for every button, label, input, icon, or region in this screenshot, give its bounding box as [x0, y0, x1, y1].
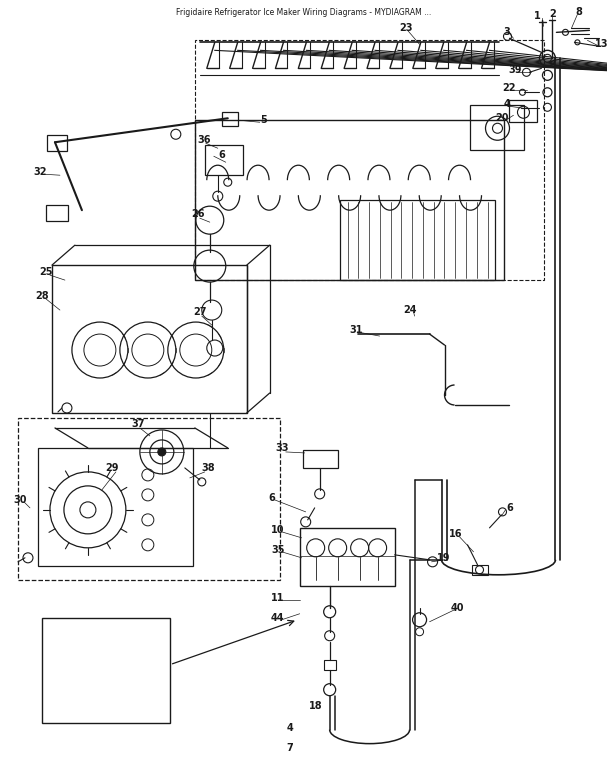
Text: 44: 44: [271, 613, 285, 623]
Text: 31: 31: [349, 325, 362, 335]
Text: 6: 6: [218, 151, 225, 160]
Text: 27: 27: [193, 307, 207, 317]
Text: 6: 6: [506, 503, 513, 513]
Circle shape: [158, 448, 166, 456]
Text: 4: 4: [504, 99, 511, 109]
Bar: [18, 418, 280, 580]
Text: 11: 11: [271, 593, 285, 603]
Text: 19: 19: [437, 553, 451, 563]
Text: 35: 35: [271, 545, 285, 555]
Bar: [42, 618, 170, 723]
Text: 8: 8: [575, 8, 582, 18]
Bar: [195, 40, 544, 280]
Text: 32: 32: [33, 167, 47, 177]
Text: 30: 30: [13, 495, 27, 505]
Text: 33: 33: [275, 443, 288, 453]
Bar: [510, 100, 537, 122]
Bar: [323, 660, 336, 670]
Text: 10: 10: [271, 525, 285, 535]
Text: 25: 25: [39, 267, 53, 277]
Text: 18: 18: [309, 701, 322, 711]
Text: 2: 2: [549, 9, 556, 19]
Bar: [340, 200, 494, 280]
Bar: [303, 450, 337, 468]
Text: 13: 13: [595, 39, 608, 50]
Bar: [469, 105, 525, 151]
Bar: [52, 265, 247, 413]
Text: 36: 36: [197, 135, 210, 145]
Bar: [46, 206, 68, 221]
Text: 28: 28: [35, 291, 49, 301]
Text: 7: 7: [286, 743, 293, 753]
Text: 39: 39: [509, 65, 522, 76]
Text: 24: 24: [403, 305, 416, 315]
Text: 26: 26: [191, 209, 204, 219]
Text: 1: 1: [534, 11, 541, 21]
Text: 29: 29: [105, 463, 119, 473]
Bar: [472, 565, 488, 575]
Text: 23: 23: [399, 24, 412, 34]
Bar: [205, 145, 243, 175]
Text: 3: 3: [503, 28, 510, 37]
Bar: [222, 112, 238, 126]
Text: 4: 4: [286, 723, 293, 733]
Text: 40: 40: [451, 603, 465, 613]
Text: 5: 5: [260, 115, 267, 125]
Text: 16: 16: [449, 529, 462, 539]
Text: 37: 37: [131, 419, 145, 429]
Bar: [300, 528, 395, 586]
Bar: [195, 120, 505, 280]
Text: 38: 38: [201, 463, 215, 473]
Bar: [47, 135, 67, 151]
Text: 22: 22: [503, 83, 516, 93]
Text: 6: 6: [268, 493, 275, 503]
Bar: [38, 448, 193, 566]
Text: 20: 20: [496, 113, 510, 123]
Text: Frigidaire Refrigerator Ice Maker Wiring Diagrams - MYDIAGRAM ...: Frigidaire Refrigerator Ice Maker Wiring…: [176, 8, 431, 18]
